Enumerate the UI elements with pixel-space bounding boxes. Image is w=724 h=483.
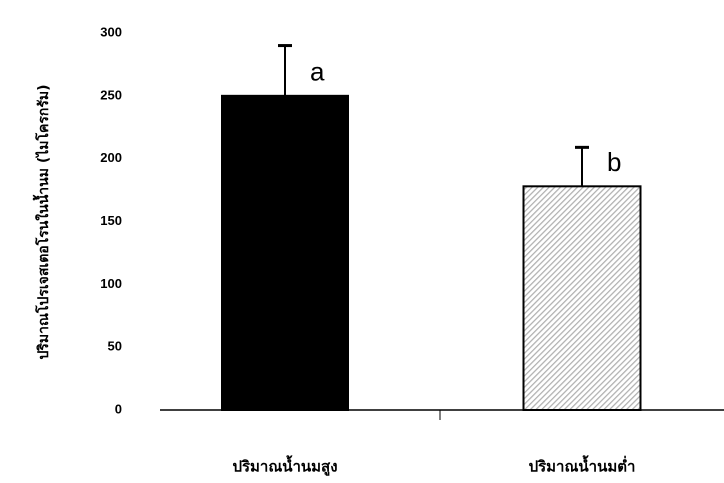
x-tick-label: ปริมาณน้ำนมสูง [232, 455, 337, 477]
y-tick-label: 300 [100, 24, 122, 39]
y-tick-label: 50 [108, 339, 122, 354]
y-tick-label: 0 [115, 401, 122, 416]
bar [524, 186, 641, 410]
y-tick-label: 250 [100, 87, 122, 102]
annotation: b [607, 147, 621, 177]
x-tick-label: ปริมาณน้ำนมต่ำ [529, 455, 636, 476]
y-tick-label: 100 [100, 276, 122, 291]
y-tick-label: 200 [100, 150, 122, 165]
y-tick-label: 150 [100, 213, 122, 228]
annotation: a [310, 57, 325, 87]
bar [222, 96, 348, 410]
chart: ปริมาณโปรเจสเตอโรนในน้ำนม (ไมโครกรัม) 0 5… [0, 0, 724, 483]
y-axis-label: ปริมาณโปรเจสเตอโรนในน้ำนม (ไมโครกรัม) [32, 84, 52, 359]
